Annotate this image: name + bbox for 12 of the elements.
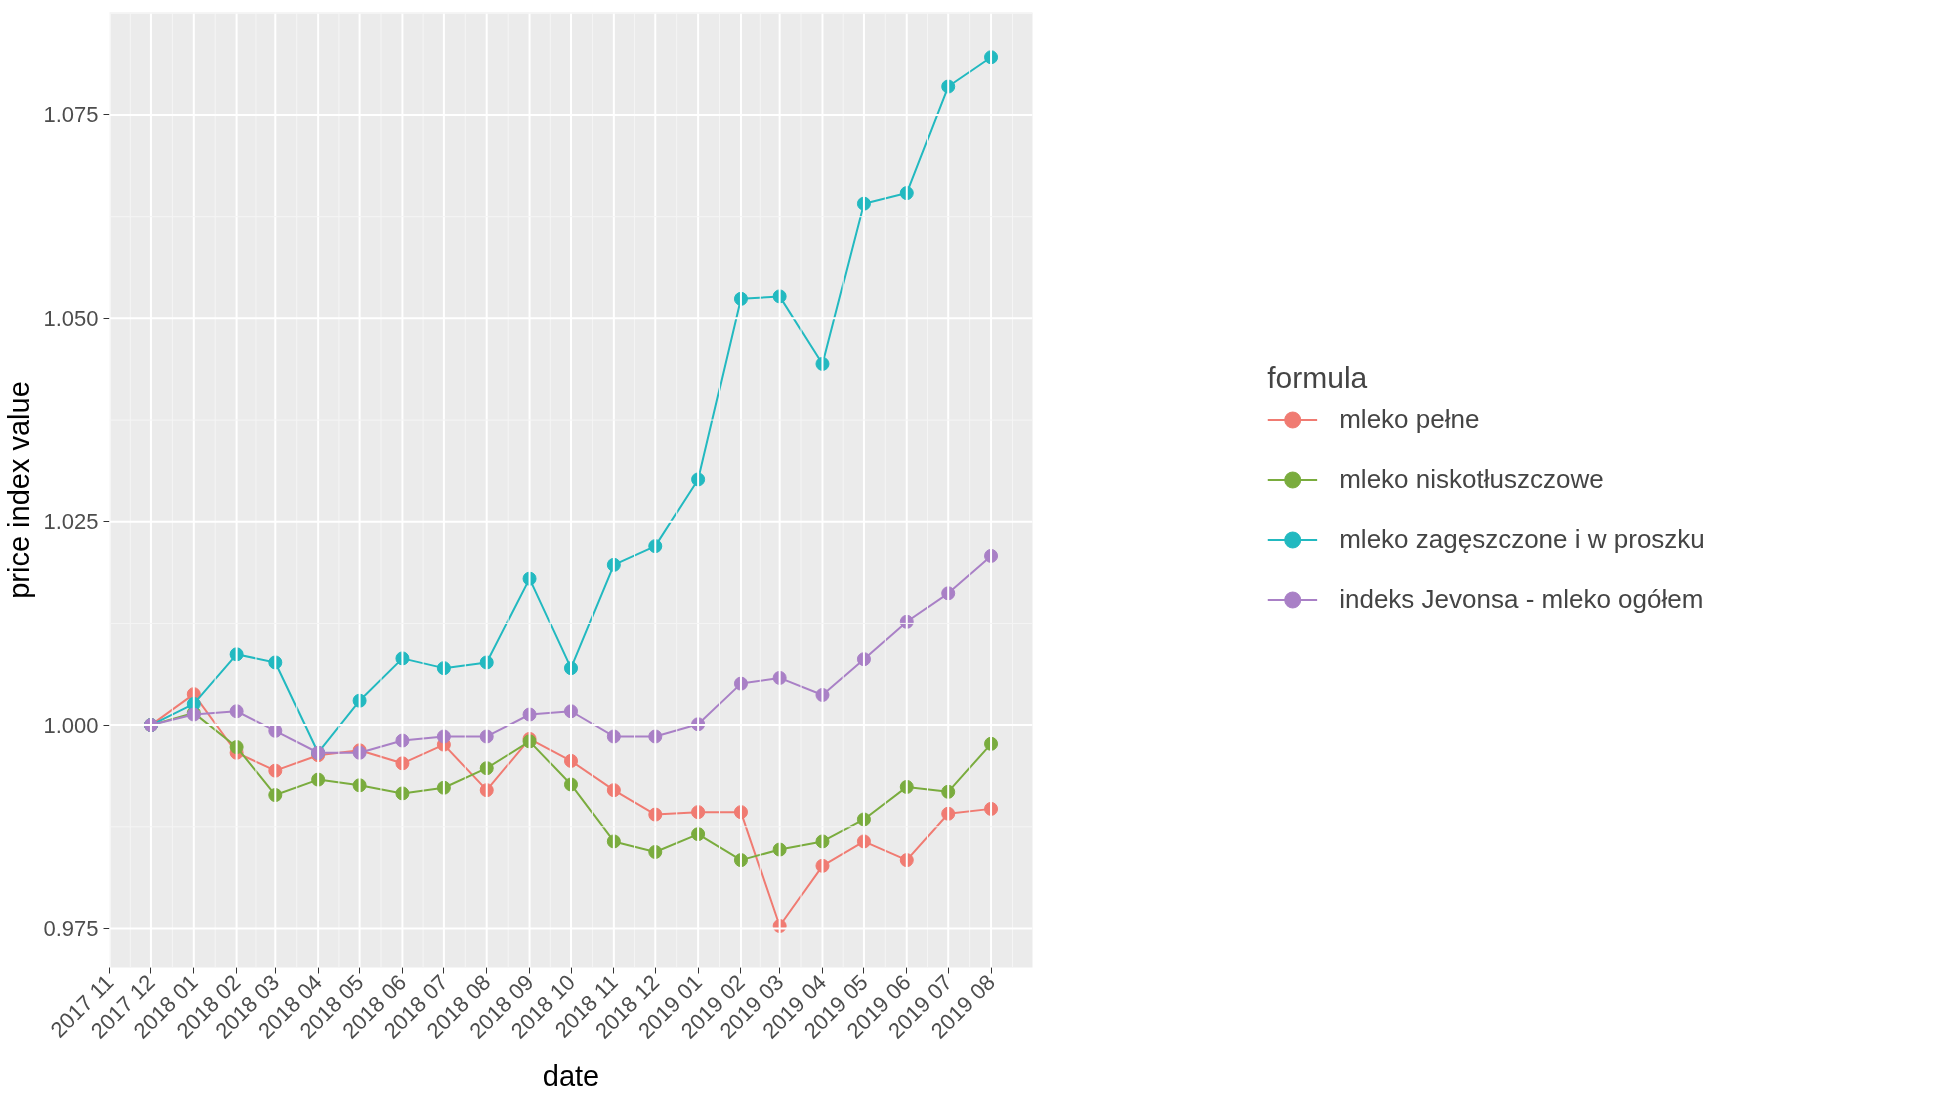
legend-label: indeks Jevonsa - mleko ogółem <box>1339 583 1704 615</box>
legend-label: mleko zagęszczone i w proszku <box>1339 523 1705 555</box>
legend-label: mleko pełne <box>1339 403 1480 435</box>
x-axis-title: date <box>542 1060 600 1093</box>
y-tick-label: 1.025 <box>43 509 99 535</box>
y-tick-label: 1.050 <box>43 305 99 331</box>
legend-title: formula <box>1267 360 1369 394</box>
legend-label: mleko niskotłuszczowe <box>1339 463 1604 495</box>
y-tick-label: 0.975 <box>43 915 99 941</box>
y-axis-title: price index value <box>3 381 36 599</box>
y-tick-label: 1.000 <box>43 712 99 738</box>
y-tick-label: 1.075 <box>43 102 99 128</box>
